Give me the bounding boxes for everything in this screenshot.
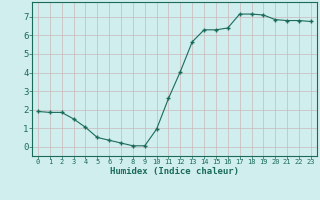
- X-axis label: Humidex (Indice chaleur): Humidex (Indice chaleur): [110, 167, 239, 176]
